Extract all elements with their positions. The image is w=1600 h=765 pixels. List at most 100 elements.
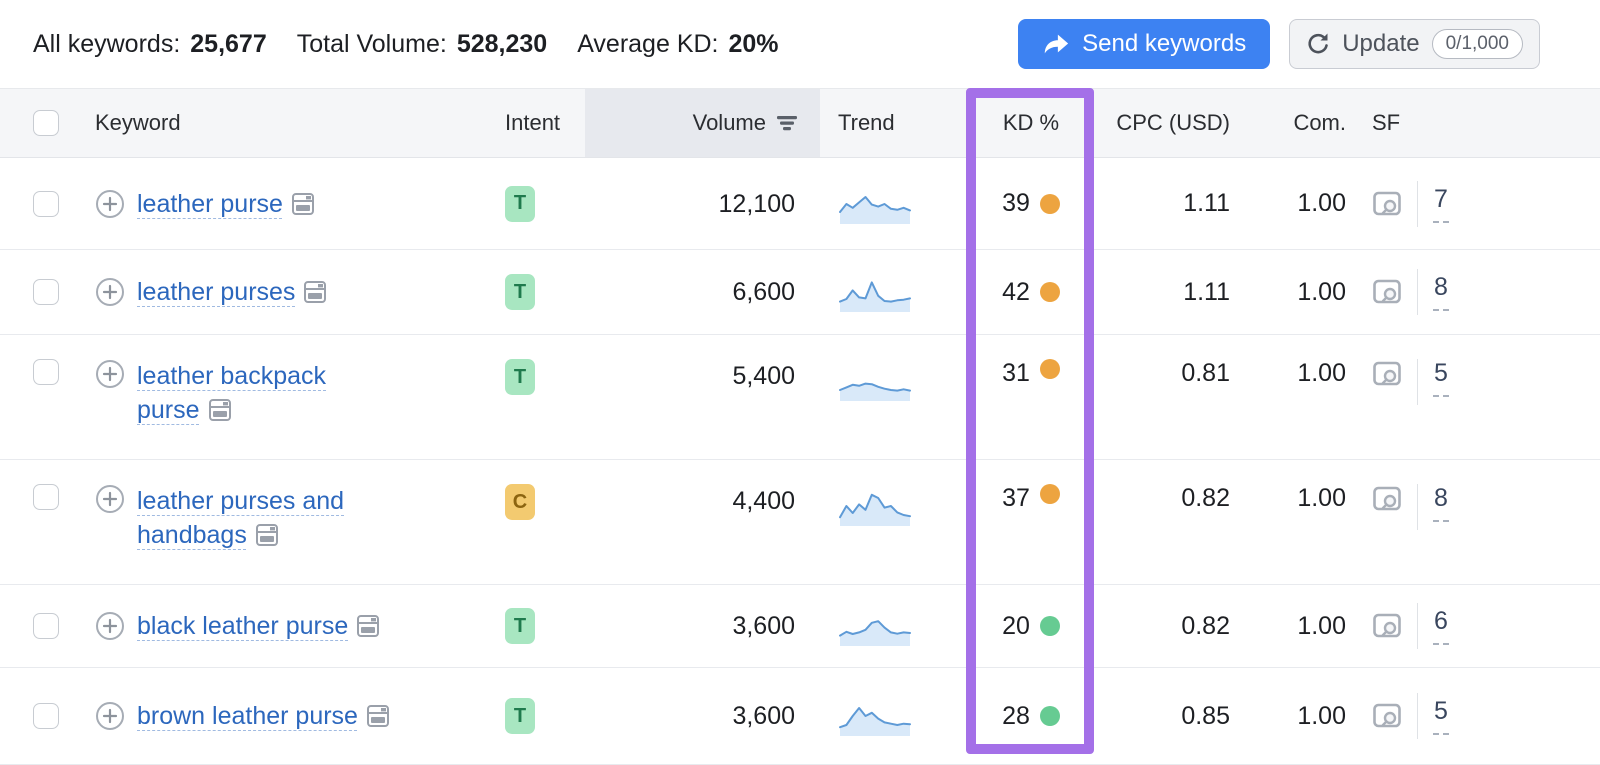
trend-sparkline (839, 382, 911, 401)
keyword-link[interactable]: leather purses and handbags (137, 487, 345, 549)
trend-sparkline (839, 707, 911, 736)
table-row: leather backpack purse T 5,400 31 0.81 1… (0, 335, 1600, 460)
sf-count[interactable]: 6 (1433, 607, 1449, 645)
cpc-value: 0.85 (1181, 701, 1230, 730)
all-keywords-stat: All keywords: 25,677 (33, 30, 267, 59)
serp-preview-icon[interactable] (1372, 359, 1402, 389)
intent-badge[interactable]: T (505, 698, 535, 734)
row-checkbox[interactable] (33, 279, 59, 305)
sf-divider (1417, 180, 1418, 227)
update-button[interactable]: Update 0/1,000 (1289, 19, 1540, 69)
average-kd-value: 20% (728, 29, 779, 58)
sf-count[interactable]: 5 (1433, 697, 1449, 735)
kd-value: 20 (1002, 611, 1030, 640)
add-keyword-icon[interactable] (95, 611, 125, 641)
sf-divider (1417, 269, 1418, 315)
volume-value: 4,400 (732, 487, 795, 515)
column-header-keyword[interactable]: Keyword (95, 110, 181, 135)
keyword-link[interactable]: leather purse (137, 189, 283, 218)
keyword-link[interactable]: leather backpack purse (137, 362, 327, 424)
sort-descending-icon (777, 116, 797, 131)
cpc-value: 1.11 (1183, 189, 1230, 217)
column-header-cpc[interactable]: CPC (USD) (1116, 110, 1230, 135)
send-keywords-button[interactable]: Send keywords (1018, 19, 1271, 69)
trend-sparkline (839, 195, 911, 224)
serp-preview-icon[interactable] (1372, 189, 1402, 219)
add-keyword-icon[interactable] (95, 189, 125, 219)
update-counter-badge: 0/1,000 (1431, 29, 1523, 59)
row-checkbox[interactable] (33, 359, 59, 385)
table-row: leather purses and handbags C 4,400 37 0… (0, 460, 1600, 585)
com-value: 1.00 (1297, 484, 1346, 512)
total-volume-stat: Total Volume: 528,230 (297, 30, 547, 59)
column-header-kd[interactable]: KD % (1002, 110, 1060, 135)
serp-preview-icon[interactable] (1372, 701, 1402, 731)
all-keywords-label: All keywords: (33, 29, 181, 58)
total-volume-label: Total Volume: (296, 29, 447, 58)
serp-preview-icon[interactable] (1372, 611, 1402, 641)
kd-dot (1039, 484, 1060, 504)
volume-header-label: Volume (692, 110, 766, 135)
select-all-cell (0, 89, 62, 157)
kd-value: 39 (1002, 189, 1030, 217)
com-value: 1.00 (1297, 189, 1346, 217)
sf-divider (1417, 359, 1418, 405)
column-header-volume[interactable]: Volume (585, 89, 820, 157)
serp-snippet-icon[interactable] (303, 280, 327, 304)
volume-value: 3,600 (732, 702, 795, 730)
keyword-link[interactable]: black leather purse (137, 612, 349, 640)
all-keywords-value: 25,677 (190, 29, 267, 58)
cpc-value: 0.81 (1181, 359, 1230, 387)
refresh-icon (1308, 33, 1329, 54)
send-keywords-label: Send keywords (1082, 30, 1247, 57)
intent-badge[interactable]: T (505, 608, 535, 644)
serp-snippet-icon[interactable] (366, 704, 390, 728)
add-keyword-icon[interactable] (95, 277, 125, 307)
serp-snippet-icon[interactable] (356, 614, 380, 638)
trend-sparkline (839, 620, 911, 646)
action-buttons: Send keywords Update 0/1,000 (1018, 19, 1540, 69)
kd-dot (1039, 193, 1060, 214)
trend-sparkline (839, 493, 911, 526)
column-header-intent: Intent (505, 110, 561, 135)
volume-value: 3,600 (732, 612, 795, 640)
column-header-sf[interactable]: SF (1372, 110, 1401, 135)
column-header-trend: Trend (838, 110, 895, 135)
serp-preview-icon[interactable] (1372, 484, 1402, 514)
cpc-value: 0.82 (1181, 611, 1230, 640)
sf-divider (1417, 603, 1418, 649)
intent-badge[interactable]: T (505, 185, 535, 222)
row-checkbox[interactable] (33, 484, 59, 510)
row-checkbox[interactable] (33, 190, 59, 217)
sf-count[interactable]: 7 (1433, 185, 1449, 223)
keyword-link[interactable]: leather purses (137, 278, 296, 306)
row-checkbox[interactable] (33, 613, 59, 639)
intent-badge[interactable]: T (505, 359, 535, 395)
sf-count[interactable]: 8 (1433, 273, 1449, 311)
serp-snippet-icon[interactable] (291, 192, 315, 216)
table-row: brown leather purse T 3,600 28 0.85 1.00… (0, 668, 1600, 765)
row-checkbox[interactable] (33, 703, 59, 729)
kd-dot (1039, 706, 1060, 726)
add-keyword-icon[interactable] (95, 484, 125, 514)
serp-snippet-icon[interactable] (255, 523, 279, 547)
cpc-value: 1.11 (1183, 277, 1230, 306)
column-header-com[interactable]: Com. (1293, 110, 1346, 135)
serp-snippet-icon[interactable] (208, 398, 232, 422)
intent-badge[interactable]: C (505, 484, 535, 520)
com-value: 1.00 (1297, 359, 1346, 387)
sf-count[interactable]: 5 (1433, 359, 1449, 397)
intent-badge[interactable]: T (505, 274, 535, 310)
summary-stats: All keywords: 25,677 Total Volume: 528,2… (33, 30, 779, 59)
volume-value: 6,600 (732, 278, 795, 306)
kd-dot (1039, 616, 1060, 636)
keyword-link[interactable]: brown leather purse (137, 702, 358, 730)
table-row: leather purse T 12,100 39 1.11 1.00 7 (0, 158, 1600, 250)
add-keyword-icon[interactable] (95, 701, 125, 731)
com-value: 1.00 (1297, 277, 1346, 306)
select-all-checkbox[interactable] (33, 110, 59, 136)
sf-count[interactable]: 8 (1433, 484, 1449, 522)
add-keyword-icon[interactable] (95, 359, 125, 389)
volume-value: 12,100 (718, 189, 795, 218)
serp-preview-icon[interactable] (1372, 277, 1402, 307)
